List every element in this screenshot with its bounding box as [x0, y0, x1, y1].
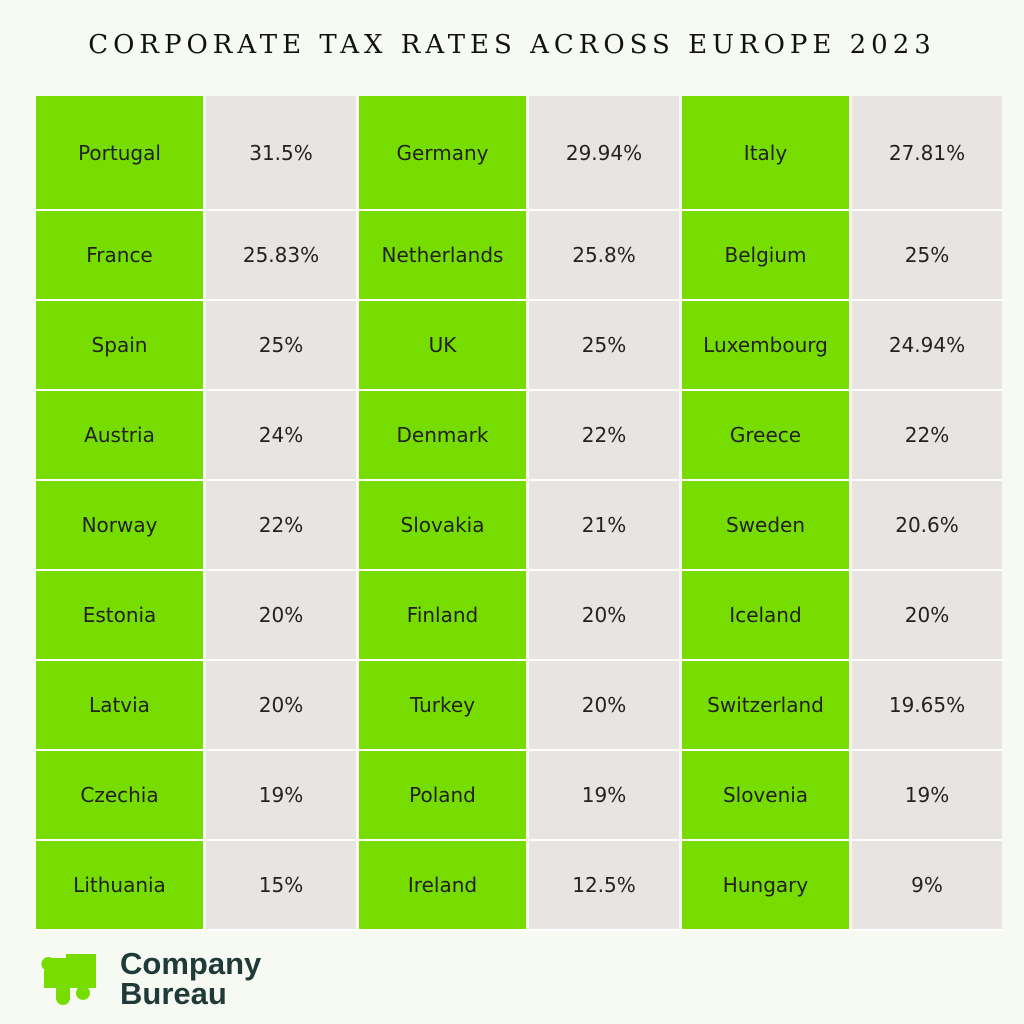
- rate-cell: 27.81%: [852, 96, 1002, 211]
- rate-cell: 19%: [852, 751, 1002, 841]
- rate-cell: 9%: [852, 841, 1002, 931]
- country-cell: Slovenia: [682, 751, 849, 841]
- rate-cell: 21%: [529, 481, 679, 571]
- country-cell: Norway: [36, 481, 203, 571]
- country-cell: Germany: [359, 96, 526, 211]
- rate-cell: 12.5%: [529, 841, 679, 931]
- rate-cell: 24.94%: [852, 301, 1002, 391]
- country-cell: Estonia: [36, 571, 203, 661]
- country-cell: France: [36, 211, 203, 301]
- country-cell: Latvia: [36, 661, 203, 751]
- rate-cell: 22%: [529, 391, 679, 481]
- page-title: CORPORATE TAX RATES ACROSS EUROPE 2023: [88, 30, 936, 60]
- country-cell: Switzerland: [682, 661, 849, 751]
- rate-cell: 22%: [206, 481, 356, 571]
- rate-cell: 25.83%: [206, 211, 356, 301]
- country-cell: Luxembourg: [682, 301, 849, 391]
- company-logo: Company Bureau: [40, 948, 261, 1010]
- country-cell: Iceland: [682, 571, 849, 661]
- logo-wordmark: Company Bureau: [120, 946, 262, 1011]
- country-cell: Czechia: [36, 751, 203, 841]
- country-cell: Netherlands: [359, 211, 526, 301]
- rate-cell: 25.8%: [529, 211, 679, 301]
- rate-cell: 31.5%: [206, 96, 356, 211]
- rate-cell: 20%: [852, 571, 1002, 661]
- rate-cell: 19%: [529, 751, 679, 841]
- country-cell: Portugal: [36, 96, 203, 211]
- rate-cell: 15%: [206, 841, 356, 931]
- rate-cell: 20%: [206, 661, 356, 751]
- country-cell: UK: [359, 301, 526, 391]
- country-cell: Greece: [682, 391, 849, 481]
- country-cell: Lithuania: [36, 841, 203, 931]
- rate-cell: 19.65%: [852, 661, 1002, 751]
- puzzle-piece-icon: [41, 954, 96, 1005]
- logo-line-1: Company: [120, 946, 262, 981]
- country-cell: Poland: [359, 751, 526, 841]
- rate-cell: 20%: [206, 571, 356, 661]
- rate-cell: 20%: [529, 571, 679, 661]
- country-cell: Slovakia: [359, 481, 526, 571]
- country-cell: Italy: [682, 96, 849, 211]
- rate-cell: 25%: [529, 301, 679, 391]
- country-cell: Turkey: [359, 661, 526, 751]
- country-cell: Finland: [359, 571, 526, 661]
- rate-cell: 29.94%: [529, 96, 679, 211]
- country-cell: Sweden: [682, 481, 849, 571]
- rate-cell: 24%: [206, 391, 356, 481]
- country-cell: Hungary: [682, 841, 849, 931]
- rate-cell: 25%: [852, 211, 1002, 301]
- country-cell: Belgium: [682, 211, 849, 301]
- rate-cell: 19%: [206, 751, 356, 841]
- rate-cell: 22%: [852, 391, 1002, 481]
- rate-cell: 20%: [529, 661, 679, 751]
- country-cell: Austria: [36, 391, 203, 481]
- country-cell: Denmark: [359, 391, 526, 481]
- logo-line-2: Bureau: [120, 976, 227, 1011]
- country-cell: Ireland: [359, 841, 526, 931]
- tax-rate-table: Portugal 31.5% Germany 29.94% Italy 27.81% Fra…: [36, 96, 1002, 931]
- rate-cell: 20.6%: [852, 481, 1002, 571]
- country-cell: Spain: [36, 301, 203, 391]
- rate-cell: 25%: [206, 301, 356, 391]
